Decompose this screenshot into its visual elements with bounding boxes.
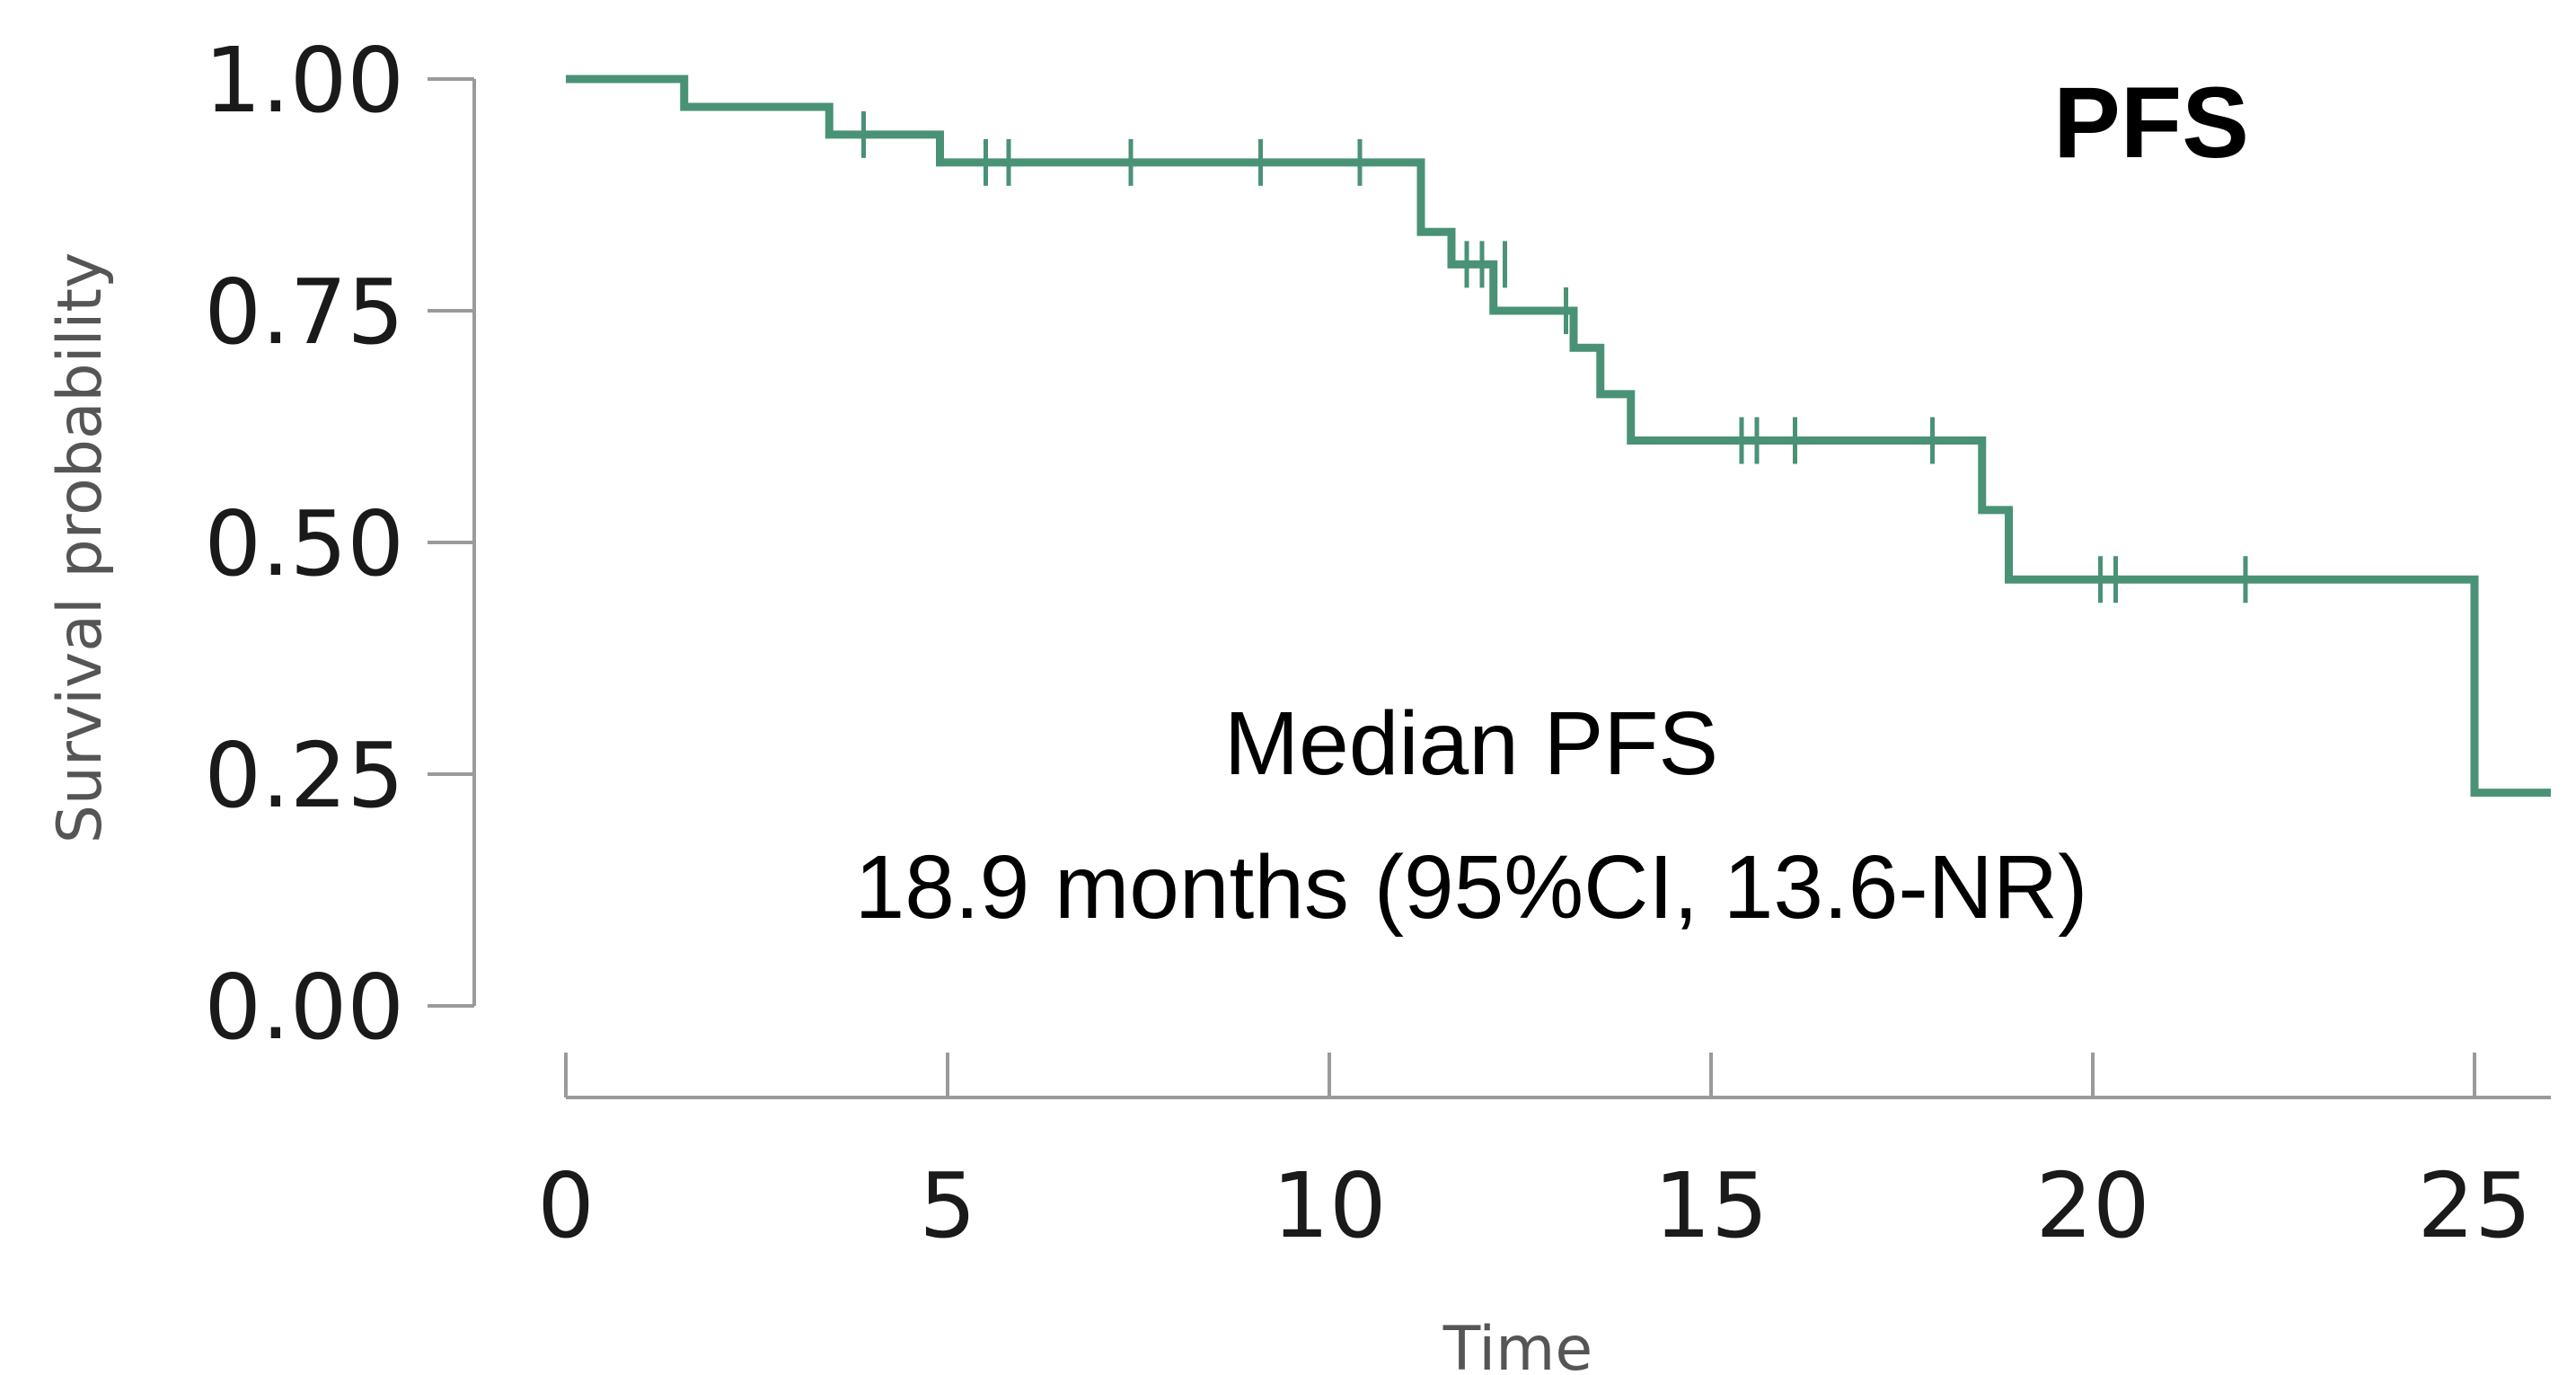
y-axis-title: Survival probability xyxy=(45,252,116,844)
x-tick-label: 20 xyxy=(2035,1153,2149,1258)
y-axis: 0.00 0.25 0.50 0.75 1.00 xyxy=(204,28,476,1060)
x-tick-label: 25 xyxy=(2417,1153,2531,1258)
x-axis: 0 5 10 15 20 25 xyxy=(537,1053,2551,1258)
survival-curve xyxy=(566,75,2551,798)
y-tick-label: 0.50 xyxy=(204,491,404,596)
survival-curve-layer xyxy=(566,75,2551,798)
y-tick-label: 0.75 xyxy=(204,260,404,365)
y-tick-label: 1.00 xyxy=(204,28,404,133)
x-tick-label: 10 xyxy=(1272,1153,1386,1258)
median-value-label: 18.9 months (95%CI, 13.6-NR) xyxy=(855,837,2088,938)
median-label: Median PFS xyxy=(1224,693,1718,794)
x-tick-label: 5 xyxy=(919,1153,976,1258)
x-tick-label: 15 xyxy=(1654,1153,1768,1258)
y-tick-label: 0.25 xyxy=(204,723,404,828)
chart-title: PFS xyxy=(2053,66,2249,179)
x-tick-label: 0 xyxy=(537,1153,595,1258)
x-axis-title: Time xyxy=(1442,1314,1592,1375)
y-tick-label: 0.00 xyxy=(204,955,404,1060)
